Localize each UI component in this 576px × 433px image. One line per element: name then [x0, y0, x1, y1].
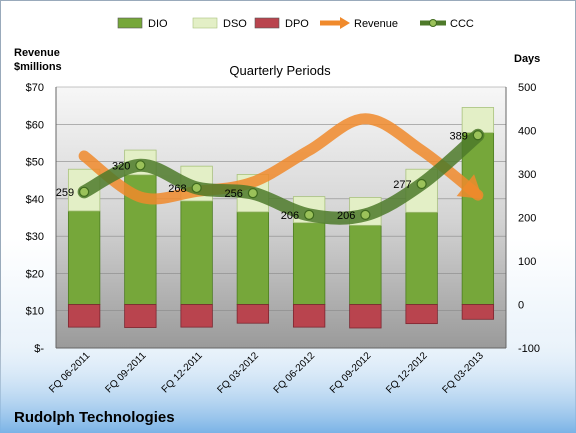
- bar-dio: [405, 211, 438, 305]
- right-tick-label: 500: [518, 82, 536, 94]
- bar-dio: [180, 200, 213, 305]
- ccc-point: [191, 182, 202, 194]
- bar-dpo: [405, 304, 438, 325]
- legend-label-dso: DSO: [223, 18, 247, 30]
- ccc-data-label: 277: [393, 179, 411, 191]
- ccc-point: [304, 209, 315, 220]
- revenue-line: [78, 113, 484, 205]
- bar-dpo: [67, 304, 101, 328]
- left-tick-label: $60: [26, 119, 44, 131]
- ccc-point: [360, 209, 371, 220]
- bar-dpo: [349, 304, 382, 329]
- bar-dpo: [236, 304, 270, 324]
- right-tick-label: 200: [518, 213, 536, 225]
- right-tick-label: 400: [518, 126, 536, 138]
- bar-dio: [461, 132, 495, 305]
- ccc-data-label: 206: [337, 210, 355, 222]
- ccc-point: [247, 188, 258, 199]
- legend-label-revenue: Revenue: [354, 18, 398, 30]
- bar-dso: [461, 107, 495, 134]
- legend-swatch-dio: [117, 17, 143, 29]
- bar-dio: [67, 210, 101, 305]
- right-tick-label: -100: [518, 343, 540, 355]
- legend-swatch-dso: [192, 17, 218, 29]
- ccc-point: [135, 160, 146, 171]
- left-tick-label: $10: [26, 306, 44, 318]
- left-tick-label: $50: [26, 157, 44, 169]
- ccc-data-label: 320: [112, 160, 130, 172]
- company-name: Rudolph Technologies: [14, 409, 175, 426]
- right-axis-title: Days: [514, 53, 540, 65]
- legend-marker-icon: [429, 19, 437, 27]
- ccc-data-label: 206: [281, 210, 299, 222]
- legend-label-dio: DIO: [148, 18, 168, 30]
- legend: DIO DSO DPO Revenue CCC: [117, 17, 474, 30]
- left-tick-label: $70: [26, 82, 44, 94]
- left-tick-label: $20: [26, 268, 44, 280]
- bar-dpo: [180, 304, 213, 328]
- left-tick-label: $30: [26, 231, 44, 243]
- legend-label-dpo: DPO: [285, 18, 309, 30]
- bar-dpo: [461, 304, 495, 320]
- right-tick-label: 300: [518, 169, 536, 181]
- ccc-point: [79, 186, 90, 197]
- bar-dio: [236, 211, 270, 305]
- ccc-data-label: 389: [450, 130, 468, 142]
- left-axis-title-line2: $millions: [14, 61, 62, 73]
- bar-dpo: [124, 304, 157, 328]
- ccc-point: [472, 130, 483, 141]
- left-tick-label: $-: [34, 343, 44, 355]
- bar-dio: [349, 224, 382, 305]
- ccc-data-label: 259: [56, 187, 74, 199]
- legend-label-ccc: CCC: [450, 18, 474, 30]
- bar-dpo: [292, 304, 326, 328]
- left-axis-title-line1: Revenue: [14, 47, 60, 59]
- revenue-arrowhead: [456, 174, 483, 199]
- ccc-point: [416, 178, 427, 190]
- legend-arrow-icon: [340, 17, 350, 29]
- right-tick-label: 100: [518, 256, 536, 268]
- ccc-data-label: 256: [225, 188, 243, 200]
- left-tick-label: $40: [26, 194, 44, 206]
- ccc-data-label: 268: [168, 183, 186, 195]
- series-lines: 259 320 268 256 206 206 277 389: [56, 113, 485, 225]
- bar-dio: [292, 222, 326, 305]
- right-tick-label: 0: [518, 300, 524, 312]
- chart-title: Quarterly Periods: [229, 63, 331, 78]
- legend-swatch-dpo: [254, 17, 280, 29]
